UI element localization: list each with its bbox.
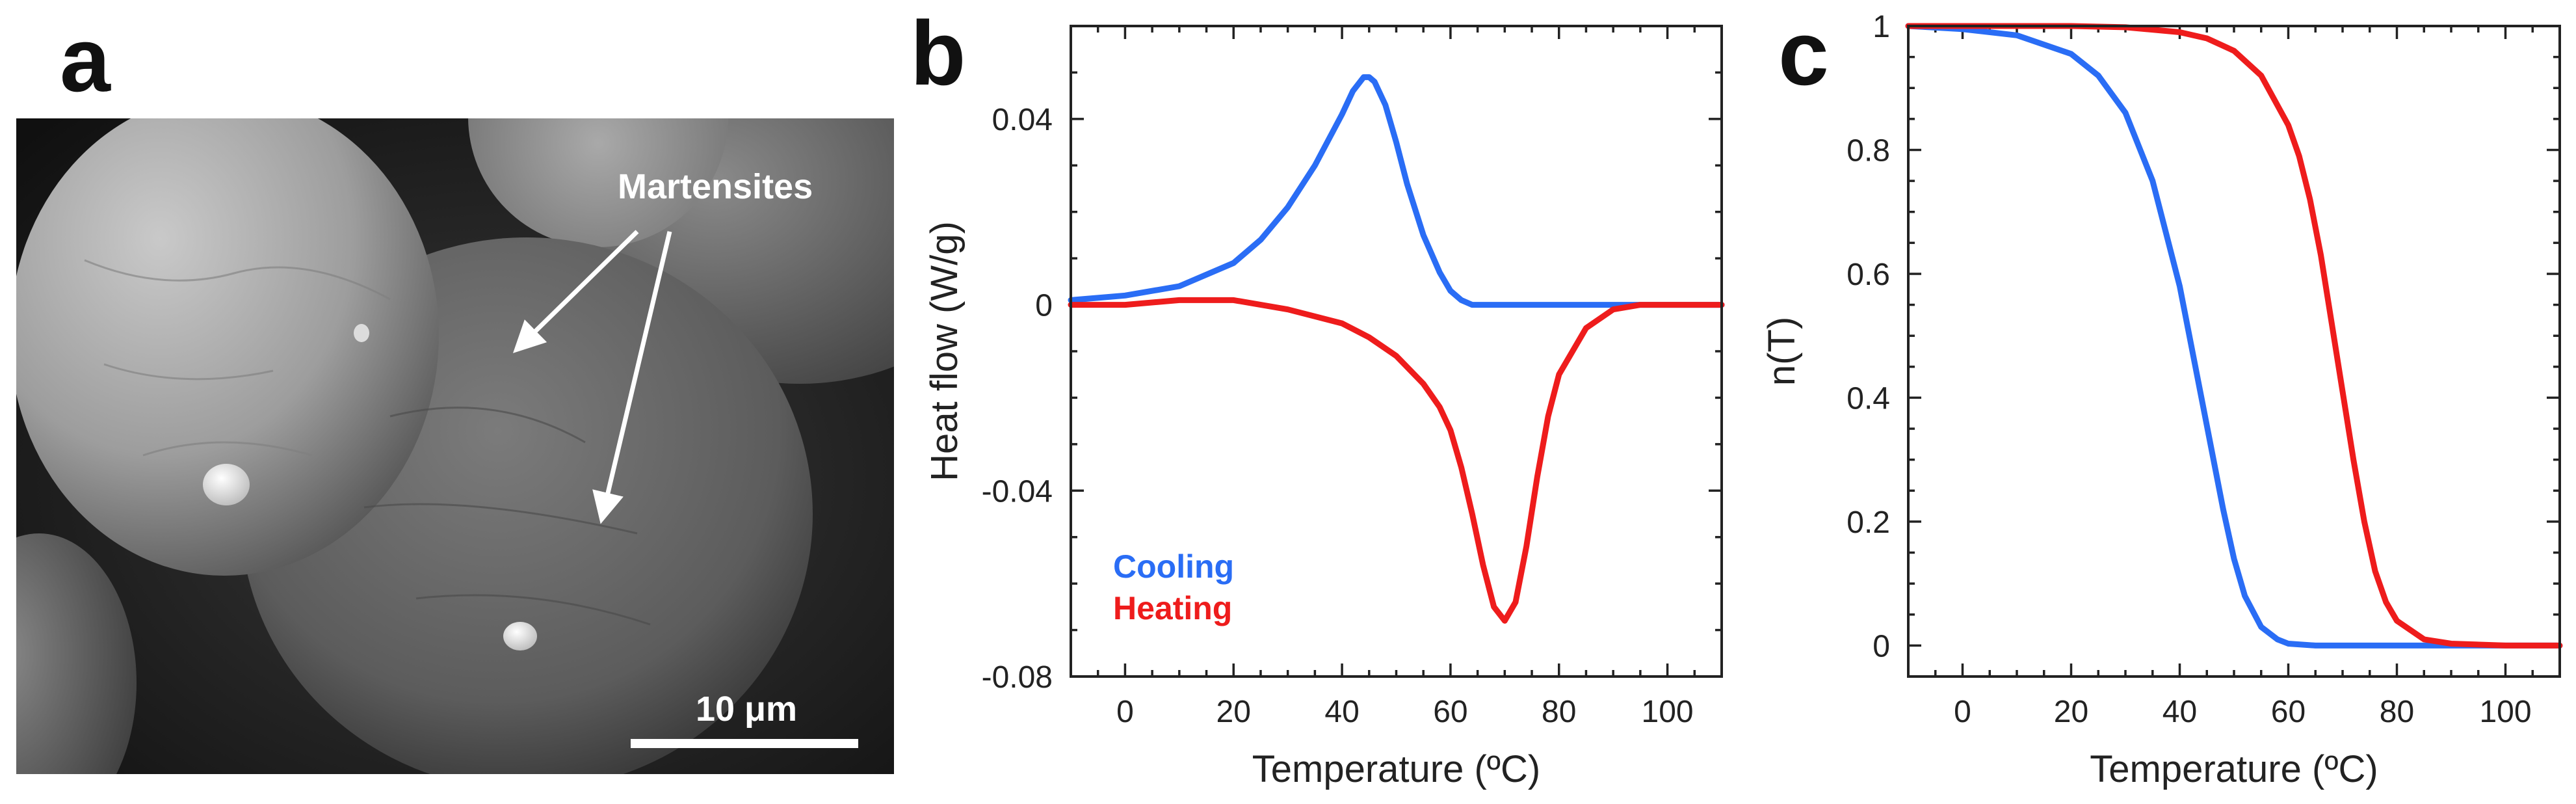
x-tick-label: 20 [1216,695,1251,729]
x-tick-label: 100 [1642,695,1694,729]
y-tick-label: -0.08 [982,660,1053,695]
panel-a-sem-image: a Martensites 10 μm [16,8,894,774]
sem-surface-particle [203,464,250,505]
martensites-label: Martensites [618,167,813,206]
sem-sphere-top [468,118,728,247]
x-tick-label: 40 [2162,695,2197,729]
y-tick-label: 0 [1873,629,1890,663]
x-tick-label: 100 [2479,695,2531,729]
panel-c-y-axis-title: n(T) [1761,317,1803,386]
series-cooling-line [1905,23,2563,649]
panel-b-heat-flow-chart: b Heat flow (W/g) Temperature (ºC) 0 20 40… [910,2,1725,790]
x-tick-label: 40 [1324,695,1359,729]
y-tick-label: 0.2 [1847,505,1890,540]
sem-sphere-upper-left [16,118,439,576]
panel-a-letter: a [60,8,111,111]
x-tick-label: 20 [2054,695,2088,729]
y-tick-label: -0.04 [982,474,1053,509]
panel-b-letter: b [910,2,966,104]
panel-c-x-axis-title: Temperature (ºC) [2090,748,2378,790]
y-tick-label: 0 [1035,289,1053,323]
x-tick-label: 60 [2271,695,2306,729]
y-tick-label: 0.8 [1847,133,1890,168]
sem-sphere-left [16,533,137,774]
y-tick-label: 0.6 [1847,258,1890,292]
series-heating-line [1068,297,1725,624]
x-tick-label: 60 [1433,695,1467,729]
y-tick-label: 1 [1873,10,1890,44]
martensite-arrow [512,230,639,353]
martensite-arrow [592,231,672,524]
panel-b-plot-frame [1070,25,1723,678]
sem-surface-particle [354,324,369,342]
panel-c-plot-frame [1907,25,2561,678]
x-tick-label: 0 [1116,695,1134,729]
sem-surface-particle [503,622,537,650]
legend-cooling: Cooling [1113,548,1234,585]
legend-heating: Heating [1113,590,1232,626]
x-tick-label: 80 [1542,695,1576,729]
panel-c-phase-fraction-chart: c n(T) Temperature (ºC) 0 20 40 60 80 100 0 0.2… [1761,2,2563,790]
x-tick-label: 80 [2380,695,2414,729]
panel-b-y-axis-title: Heat flow (W/g) [923,221,966,481]
scale-bar [631,739,858,748]
series-cooling-line [1068,74,1725,308]
y-tick-label: 0.4 [1847,381,1890,416]
panel-b-x-axis-title: Temperature (ºC) [1252,748,1540,790]
y-tick-label: 0.04 [992,103,1053,137]
x-tick-label: 0 [1954,695,1971,729]
panel-c-letter: c [1778,2,1829,104]
scale-bar-label: 10 μm [696,690,797,729]
